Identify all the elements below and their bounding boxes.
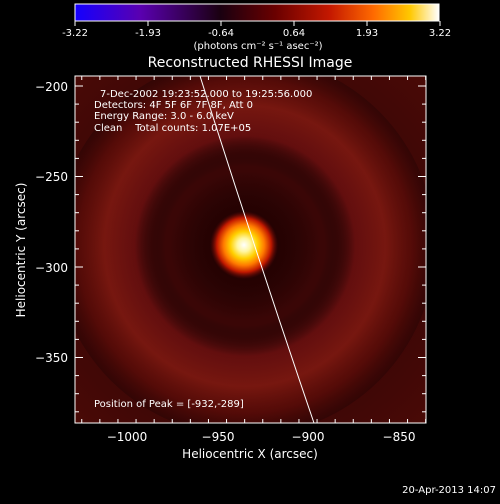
rhessi-image [75, 76, 426, 423]
x-tick-label: −850 [383, 430, 416, 444]
colorbar-tick-label: 1.93 [356, 28, 378, 39]
x-tick-label: −1000 [107, 430, 148, 444]
colorbar-tick-label: -3.22 [62, 28, 88, 39]
solar-limb [199, 76, 315, 423]
x-axis-label: Heliocentric X (arcsec) [182, 447, 318, 461]
colorbar-units: (photons cm⁻² s⁻¹ asec⁻²) [193, 41, 322, 52]
detectors-text: Detectors: 4F 5F 6F 7F 8F, Att 0 [94, 100, 253, 111]
colorbar-tick-label: -0.64 [208, 28, 234, 39]
plot-frame [74, 75, 427, 424]
time-range-text: 7-Dec-2002 19:23:52.000 to 19:25:56.000 [100, 89, 312, 100]
peak-position-text: Position of Peak = [-932,-289] [94, 399, 244, 410]
colorbar: -3.22 -1.93 -0.64 0.64 1.93 3.22 (photon… [62, 3, 451, 52]
plot-title: Reconstructed RHESSI Image [148, 55, 353, 71]
y-tick-label: −300 [35, 261, 68, 275]
x-tick-label: −950 [202, 430, 235, 444]
y-axis-label: Heliocentric Y (arcsec) [14, 183, 28, 318]
colorbar-tick-label: 0.64 [283, 28, 305, 39]
y-tick-label: −200 [35, 80, 68, 94]
colorbar-tick-label: -1.93 [135, 28, 161, 39]
x-tick-label: −900 [292, 430, 325, 444]
y-tick-label: −350 [35, 351, 68, 365]
energy-range-text: Energy Range: 3.0 - 6.0 keV [94, 111, 234, 122]
colorbar-gradient [74, 3, 440, 22]
peak-source [210, 211, 278, 279]
footer-timestamp: 20-Apr-2013 14:07 [402, 485, 496, 496]
clean-counts-text: Clean Total counts: 1.07E+05 [94, 123, 251, 134]
y-tick-label: −250 [35, 170, 68, 184]
colorbar-tick-label: 3.22 [429, 28, 451, 39]
